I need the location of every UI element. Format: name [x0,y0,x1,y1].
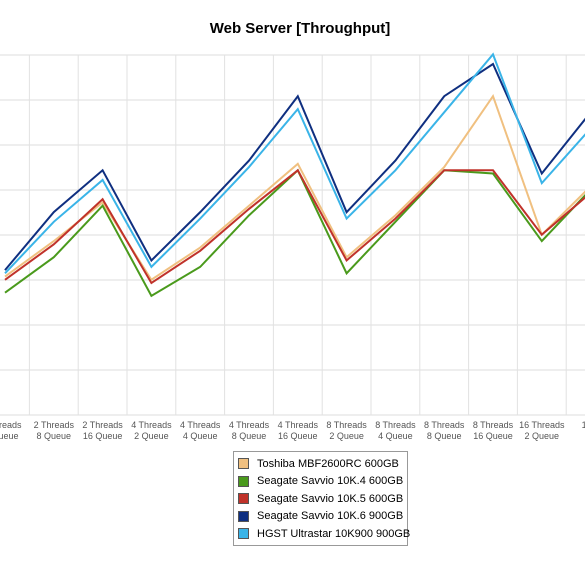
series-layer [4,52,585,298]
x-tick-label: 8 Threads [473,420,514,430]
legend-item: Seagate Savvio 10K.5 600GB [238,490,403,508]
x-tick-label: 4 Queue [378,431,413,441]
series-line-5 [4,52,585,275]
x-tick-label: 4 Threads [180,420,221,430]
x-tick-label: 16 Queue [473,431,513,441]
grid [0,54,585,416]
legend-swatch [238,475,249,487]
legend-label: Seagate Savvio 10K.6 900GB [257,510,404,523]
x-tick-label: 8 Threads [375,420,416,430]
x-tick-label: 8 Queue [37,431,72,441]
x-tick-label: 4 Threads [229,420,270,430]
x-tick-label: 8 Threads [424,420,465,430]
legend-swatch [238,510,249,522]
x-tick-label: 4 Threads [278,420,319,430]
x-tick-label: 8 Queue [232,431,267,441]
x-tick-label: 4 Queue [183,431,218,441]
legend-item: Toshiba MBF2600RC 600GB [238,455,403,473]
series-line-1 [4,94,585,282]
legend-swatch [238,458,249,470]
legend-swatch [238,528,249,540]
x-tick-label: 2 Queue [134,431,169,441]
x-tick-label: Queue [0,431,19,441]
x-tick-label: 16 T [582,420,585,430]
legend-label: Toshiba MBF2600RC 600GB [257,457,399,470]
legend-item: Seagate Savvio 10K.4 600GB [238,473,403,491]
legend-label: Seagate Savvio 10K.5 600GB [257,492,404,505]
x-tick-label: Threads [0,420,22,430]
x-tick-label: 2 Threads [82,420,123,430]
x-tick-label: 2 Threads [34,420,75,430]
x-tick-label: 16 Queue [278,431,318,441]
x-tick-label: 2 Queue [329,431,364,441]
legend: Toshiba MBF2600RC 600GB Seagate Savvio 10… [233,451,410,546]
x-tick-label: 16 Threads [519,420,565,430]
legend-label: HGST Ultrastar 10K900 900GB [257,527,411,540]
legend-item: Seagate Savvio 10K.6 900GB [238,508,403,526]
legend-item: HGST Ultrastar 10K900 900GB [238,525,410,543]
legend-label: Seagate Savvio 10K.4 600GB [257,475,404,488]
series-line-3 [4,168,585,285]
x-tick-label: 16 Queue [83,431,123,441]
legend-swatch [238,493,249,505]
x-tick-label: 8 Threads [326,420,367,430]
chart-title: Web Server [Throughput] [209,20,391,37]
series-line-4 [4,62,585,271]
x-tick-label: 8 Queue [427,431,462,441]
x-tick-label: 2 Queue [525,431,560,441]
x-tick-label: 4 Threads [131,420,172,430]
